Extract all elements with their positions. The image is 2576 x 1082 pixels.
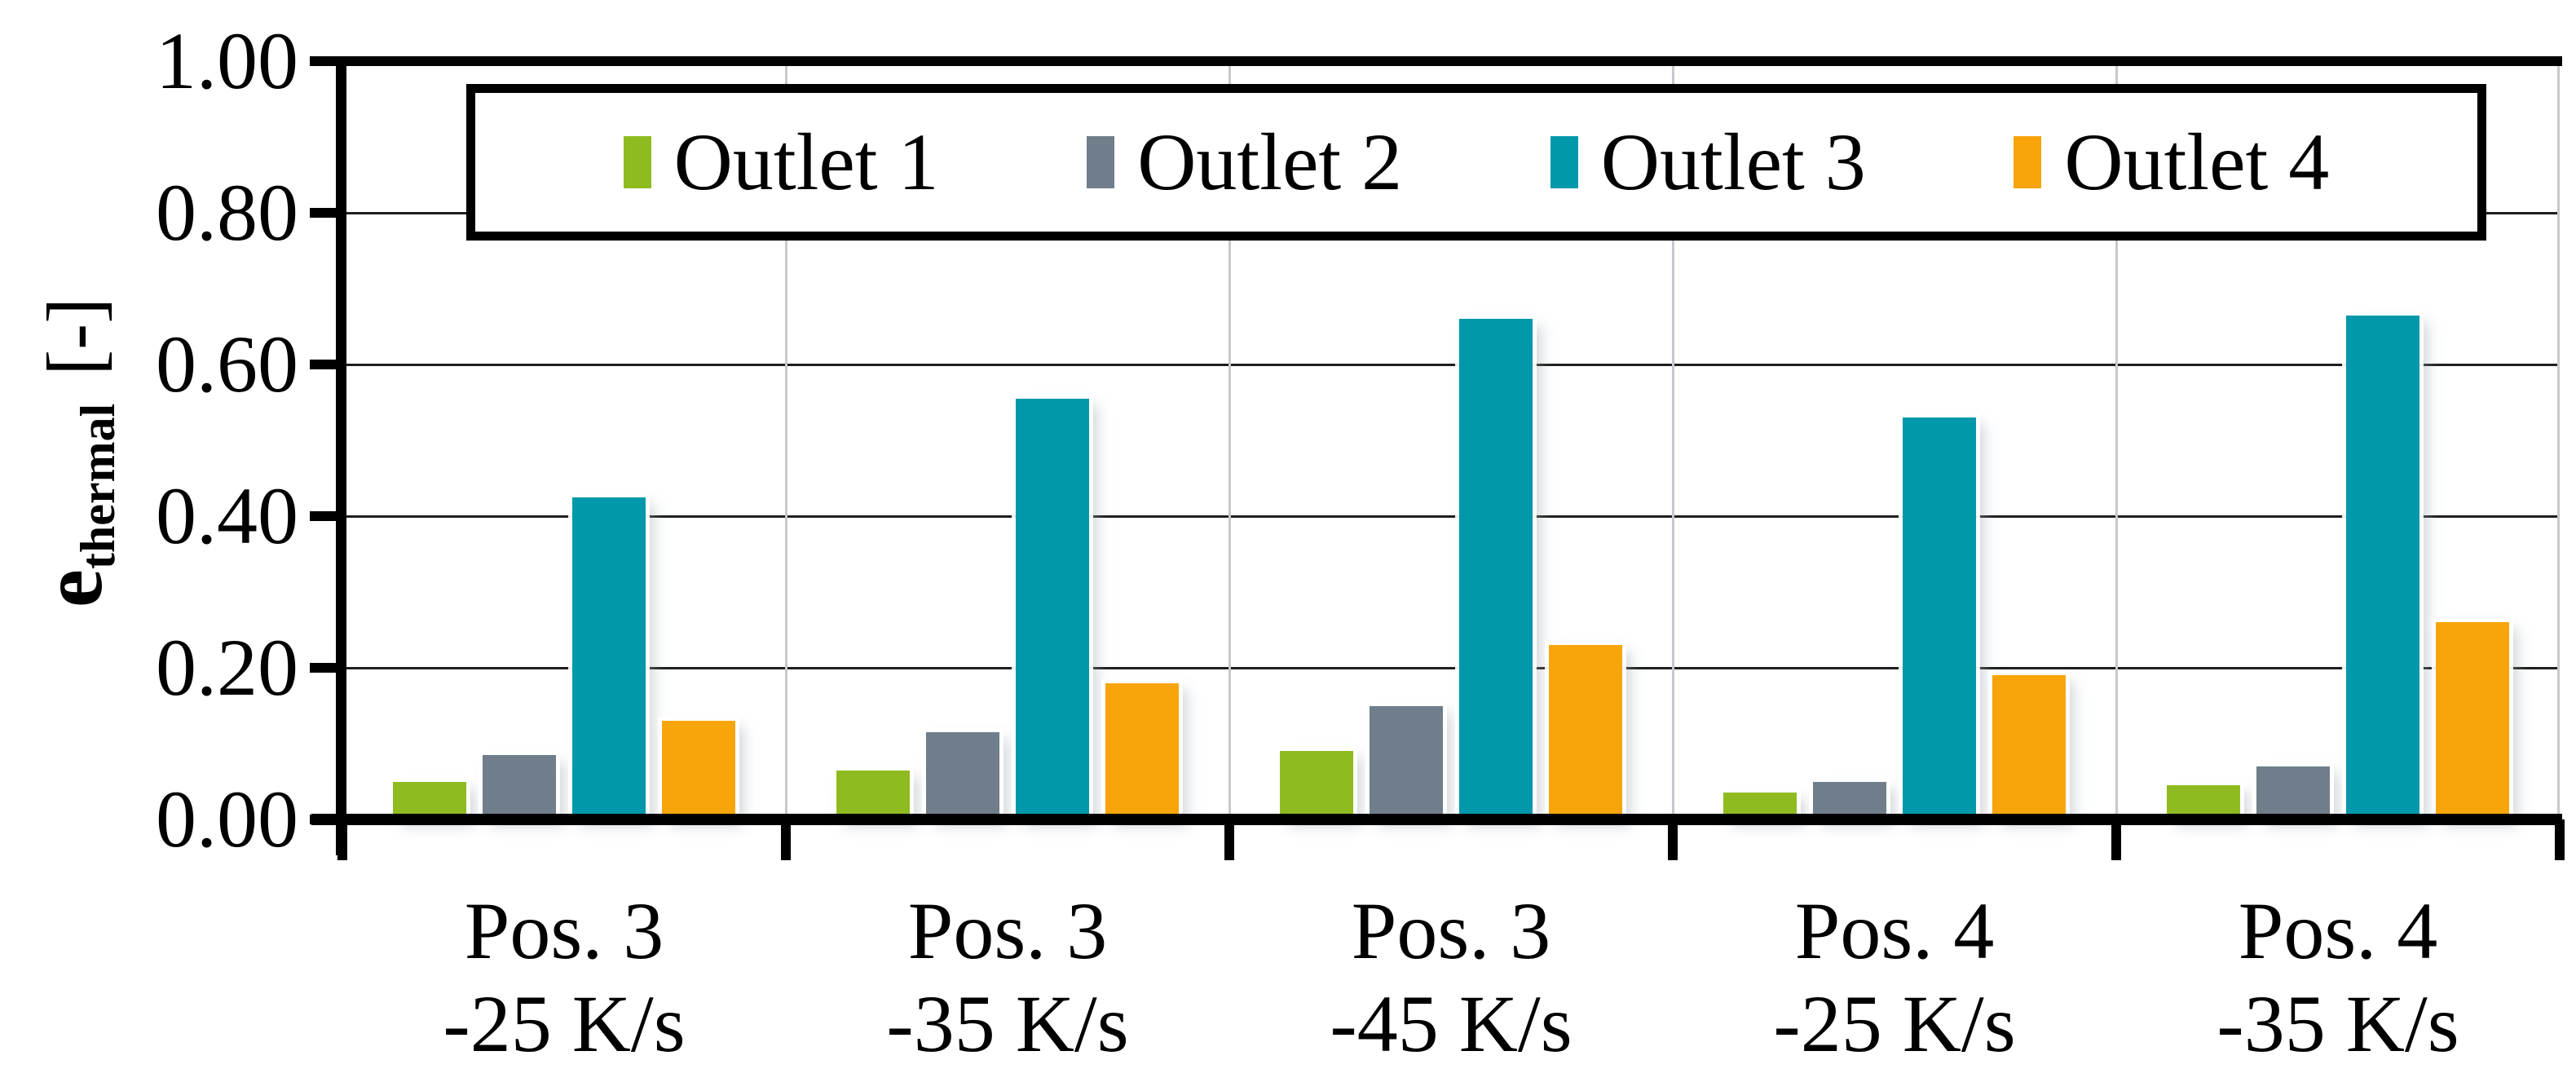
bar-outlet2-group1 bbox=[483, 754, 556, 819]
y-tick-label: 0.20 bbox=[156, 622, 298, 713]
y-tick-label: 0.80 bbox=[156, 167, 298, 258]
bar-outlet4-group1 bbox=[662, 721, 735, 819]
legend-item-outlet-2: Outlet 2 bbox=[1087, 121, 1402, 203]
x-tick-mark bbox=[781, 819, 791, 860]
y-tick-mark bbox=[310, 360, 346, 369]
bar-outlet2-group2 bbox=[926, 732, 999, 819]
bar-outlet2-group3 bbox=[1370, 705, 1443, 819]
h-gridline bbox=[342, 515, 2560, 518]
bar-outlet3-group2 bbox=[1016, 398, 1089, 819]
y-tick-label: 0.60 bbox=[156, 319, 298, 409]
h-gridline bbox=[342, 363, 2560, 366]
bar-outlet3-group1 bbox=[572, 497, 646, 819]
x-category-label: Pos. 4 -35 K/s bbox=[2116, 885, 2560, 1071]
x-label-line1: Pos. 4 bbox=[1794, 885, 1995, 976]
bar-outlet3-group3 bbox=[1459, 319, 1533, 819]
legend-item-outlet-4: Outlet 4 bbox=[2014, 121, 2329, 203]
bar-outlet4-group3 bbox=[1549, 645, 1622, 819]
v-gridline bbox=[2557, 61, 2560, 819]
v-gridline bbox=[1671, 61, 1674, 819]
v-gridline bbox=[784, 61, 787, 819]
x-label-line1: Pos. 3 bbox=[1351, 885, 1551, 976]
v-gridline bbox=[2115, 61, 2118, 819]
x-label-line1: Pos. 3 bbox=[464, 885, 664, 976]
legend-swatch bbox=[2014, 136, 2042, 188]
bar-outlet4-group2 bbox=[1105, 682, 1179, 819]
x-label-line2: -25 K/s bbox=[1773, 978, 2016, 1069]
bar-outlet1-group3 bbox=[1280, 751, 1353, 819]
bar-outlet3-group5 bbox=[2346, 315, 2419, 819]
x-tick-mark bbox=[1668, 819, 1678, 860]
x-label-line1: Pos. 4 bbox=[2238, 885, 2438, 976]
x-tick-mark bbox=[2555, 819, 2565, 860]
x-category-label: Pos. 3 -45 K/s bbox=[1229, 885, 1673, 1071]
bar-outlet1-group2 bbox=[836, 770, 910, 819]
legend-label: Outlet 1 bbox=[673, 117, 939, 207]
bar-outlet2-group5 bbox=[2256, 766, 2330, 819]
legend-label: Outlet 2 bbox=[1137, 117, 1403, 207]
y-tick-mark bbox=[310, 511, 346, 521]
bar-outlet3-group4 bbox=[1903, 417, 1976, 819]
x-category-label: Pos. 4 -25 K/s bbox=[1673, 885, 2116, 1071]
legend: Outlet 1 Outlet 2 Outlet 3 Outlet 4 bbox=[466, 84, 2486, 241]
plot-top-border bbox=[336, 56, 2562, 66]
y-tick-label: 0.40 bbox=[156, 470, 298, 561]
x-category-label: Pos. 3 -25 K/s bbox=[342, 885, 786, 1071]
legend-label: Outlet 4 bbox=[2064, 117, 2330, 207]
x-label-line2: -45 K/s bbox=[1330, 978, 1573, 1069]
x-label-line1: Pos. 3 bbox=[907, 885, 1108, 976]
bar-outlet2-group4 bbox=[1813, 781, 1886, 819]
x-axis-line bbox=[311, 814, 2562, 825]
y-tick-label: 0.00 bbox=[156, 774, 298, 864]
x-tick-mark bbox=[2111, 819, 2121, 860]
x-label-line2: -35 K/s bbox=[2217, 978, 2459, 1069]
y-tick-mark bbox=[310, 208, 346, 218]
legend-swatch bbox=[623, 136, 651, 188]
y-tick-label: 1.00 bbox=[156, 15, 298, 106]
h-gridline bbox=[342, 666, 2560, 669]
y-tick-mark bbox=[310, 815, 346, 824]
bar-outlet4-group5 bbox=[2436, 622, 2509, 819]
legend-label: Outlet 3 bbox=[1600, 117, 1866, 207]
y-tick-mark bbox=[310, 56, 346, 66]
v-gridline bbox=[1228, 61, 1231, 819]
legend-swatch bbox=[1087, 136, 1115, 188]
y-axis-title-symbol: e bbox=[24, 569, 120, 608]
legend-item-outlet-1: Outlet 1 bbox=[623, 117, 939, 207]
y-axis-line bbox=[336, 56, 346, 855]
x-label-line2: -35 K/s bbox=[886, 978, 1129, 1069]
bar-outlet4-group4 bbox=[1992, 675, 2066, 819]
x-tick-mark bbox=[337, 819, 347, 860]
x-category-label: Pos. 3 -35 K/s bbox=[786, 885, 1229, 1071]
x-label-line2: -25 K/s bbox=[443, 978, 686, 1069]
legend-item-outlet-3: Outlet 3 bbox=[1550, 121, 1866, 203]
x-tick-mark bbox=[1224, 819, 1234, 860]
legend-swatch bbox=[1550, 136, 1578, 188]
y-tick-mark bbox=[310, 663, 346, 673]
bar-outlet1-group1 bbox=[393, 781, 466, 819]
